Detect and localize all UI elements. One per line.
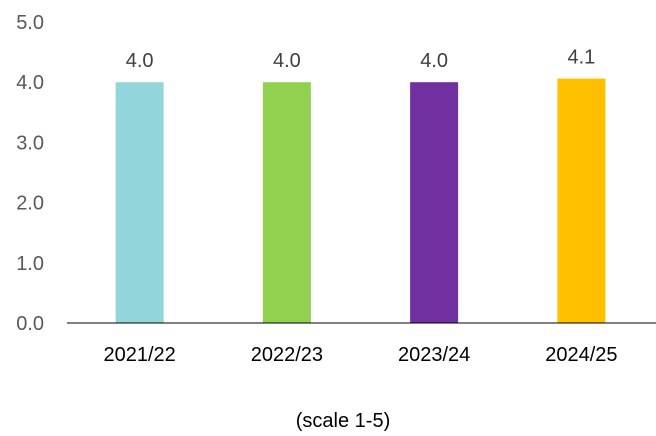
y-tick-label: 0.0 xyxy=(16,313,44,335)
y-tick-label: 3.0 xyxy=(16,132,44,154)
bars xyxy=(115,78,606,323)
category-label: 2024/25 xyxy=(545,344,617,366)
bar xyxy=(115,82,164,323)
y-tick-label: 1.0 xyxy=(16,253,44,275)
category-label: 2023/24 xyxy=(398,344,470,366)
bar xyxy=(262,82,311,323)
data-label: 4.0 xyxy=(273,50,301,72)
y-tick-label: 2.0 xyxy=(16,193,44,215)
data-label: 4.0 xyxy=(126,50,154,72)
y-axis-ticks: 0.0 1.0 2.0 3.0 4.0 5.0 xyxy=(16,12,44,335)
category-label: 2021/22 xyxy=(103,344,175,366)
bar xyxy=(410,82,459,323)
category-labels: 2021/22 2022/23 2023/24 2024/25 xyxy=(103,344,617,366)
x-axis-title: (scale 1-5) xyxy=(296,410,390,432)
data-label: 4.1 xyxy=(567,47,595,69)
y-tick-label: 5.0 xyxy=(16,12,44,34)
data-labels: 4.0 4.0 4.0 4.1 xyxy=(126,47,596,73)
y-tick-label: 4.0 xyxy=(16,72,44,94)
data-label: 4.0 xyxy=(420,50,448,72)
bar xyxy=(557,78,606,323)
category-label: 2022/23 xyxy=(251,344,323,366)
